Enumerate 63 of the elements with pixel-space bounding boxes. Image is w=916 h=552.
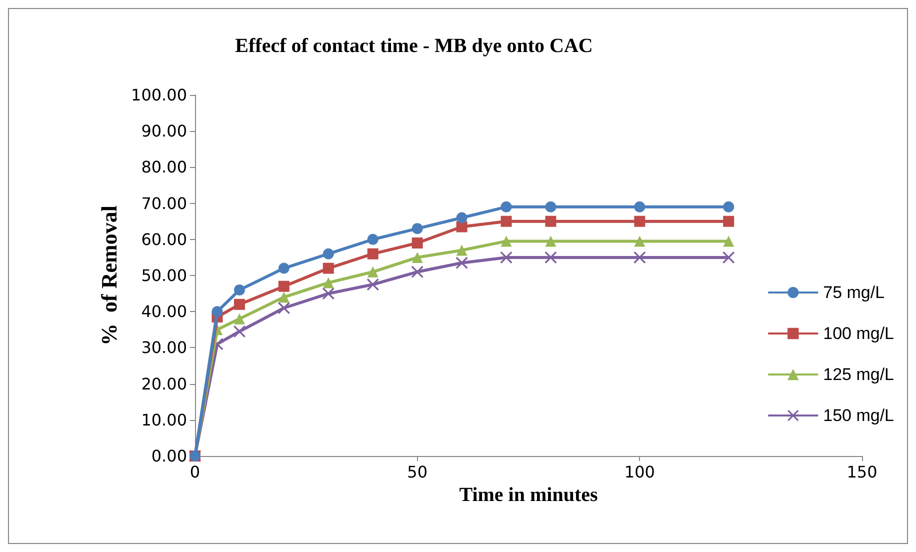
- legend-label: 100 mg/L: [823, 324, 894, 343]
- y-axis-title: % of Removal: [96, 206, 122, 346]
- point: [545, 216, 556, 227]
- x-tick-label: 0: [190, 462, 200, 482]
- point: [545, 201, 556, 212]
- point: [500, 251, 512, 264]
- y-tick-label: 80.00: [141, 158, 187, 177]
- point: [278, 302, 290, 314]
- x-tick-label: 100: [624, 462, 655, 482]
- point: [367, 248, 378, 260]
- y-tick-label: 10.00: [141, 410, 187, 430]
- point: [544, 251, 557, 264]
- point: [456, 244, 468, 256]
- point: [634, 236, 646, 247]
- point: [456, 256, 468, 269]
- legend-label: 150 mg/L: [823, 406, 894, 425]
- point: [722, 251, 735, 264]
- legend-label: 75 mg/L: [823, 283, 885, 302]
- legend-label: 125 mg/L: [823, 365, 894, 384]
- point: [545, 236, 556, 247]
- x-axis-title: Time in minutes: [459, 484, 598, 506]
- point: [723, 236, 734, 247]
- point: [723, 216, 734, 227]
- y-tick-label: 0.00: [151, 446, 187, 466]
- point: [367, 266, 378, 278]
- point: [456, 221, 468, 232]
- point: [366, 278, 379, 291]
- point: [412, 252, 423, 263]
- y-tick-label: 30.00: [141, 338, 187, 358]
- y-tick-label: 70.00: [141, 194, 187, 213]
- point: [234, 313, 245, 324]
- x-tick-label: 150: [846, 462, 878, 482]
- y-tick-label: 20.00: [141, 374, 187, 394]
- point: [456, 212, 468, 224]
- point: [322, 277, 334, 288]
- point: [411, 266, 424, 278]
- y-tick-label: 40.00: [141, 302, 187, 322]
- point: [500, 216, 512, 227]
- point: [322, 248, 334, 260]
- point: [234, 298, 245, 310]
- point: [278, 262, 290, 274]
- point: [322, 288, 334, 300]
- y-tick-label: 100.00: [131, 86, 187, 104]
- point: [278, 292, 290, 303]
- point: [233, 325, 246, 338]
- point: [412, 223, 423, 234]
- point: [278, 280, 290, 292]
- point: [234, 284, 245, 296]
- x-tick-label: 50: [407, 462, 428, 482]
- point: [212, 306, 223, 318]
- y-tick-label: 50.00: [141, 266, 187, 285]
- point: [500, 236, 512, 247]
- point: [500, 201, 512, 212]
- point: [322, 262, 334, 274]
- point: [367, 234, 378, 245]
- y-tick-label: 60.00: [141, 230, 187, 249]
- point: [723, 201, 734, 212]
- chart-title: Effecf of contact time - MB dye onto CAC: [235, 35, 593, 57]
- y-tick-label: 90.00: [141, 122, 187, 141]
- point: [412, 238, 423, 249]
- point: [634, 251, 646, 264]
- point: [634, 201, 646, 212]
- point: [634, 216, 646, 227]
